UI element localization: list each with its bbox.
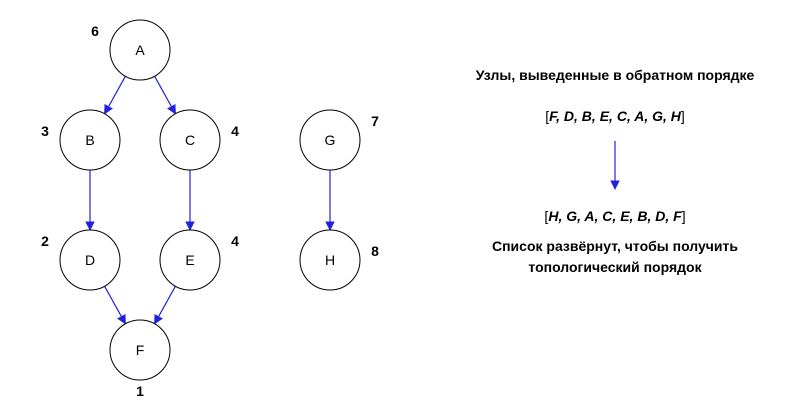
list-item: H — [548, 208, 559, 224]
list-bracket-close: ] — [681, 108, 685, 124]
list-item: G — [652, 108, 663, 124]
node-b: B3 — [41, 109, 121, 171]
node-h: H8 — [299, 229, 379, 291]
node-label: D — [85, 252, 95, 268]
list-item: C — [617, 108, 628, 124]
list-separator: , — [611, 208, 620, 224]
list-separator: , — [629, 208, 638, 224]
node-c: C4 — [159, 109, 239, 171]
node-label: E — [185, 252, 194, 268]
list-item: C — [602, 208, 613, 224]
node-order-number: 3 — [41, 123, 49, 139]
list-item: F — [673, 208, 682, 224]
edge-a-b — [104, 75, 126, 115]
node-order-number: 7 — [371, 113, 379, 129]
node-circle — [159, 109, 221, 171]
list-separator: , — [608, 108, 617, 124]
list-separator: , — [594, 208, 603, 224]
node-circle — [299, 229, 361, 291]
list-separator: , — [646, 208, 655, 224]
list-bracket-open: [ — [544, 208, 548, 224]
list-item: E — [600, 108, 610, 124]
list-item: E — [620, 208, 630, 224]
node-label: B — [85, 132, 94, 148]
node-a: A6 — [91, 19, 171, 81]
list-item: D — [655, 208, 665, 224]
list-item: A — [583, 208, 594, 224]
node-circle — [59, 109, 121, 171]
node-e: E4 — [159, 229, 239, 291]
node-circle — [159, 229, 221, 291]
list-item: D — [564, 108, 574, 124]
node-order-number: 6 — [91, 23, 99, 39]
edge-a-c — [154, 75, 176, 115]
caption-line-2: топологический порядок — [528, 259, 702, 275]
node-d: D2 — [41, 229, 121, 291]
list-separator: , — [555, 108, 564, 124]
node-order-number: 4 — [231, 123, 239, 139]
node-label: G — [325, 132, 336, 148]
list-separator: , — [576, 208, 584, 224]
node-circle — [109, 19, 171, 81]
list-separator: , — [643, 108, 652, 124]
node-circle — [59, 229, 121, 291]
node-order-number: 2 — [41, 233, 49, 249]
edge-e-f — [154, 285, 176, 325]
list-item: B — [637, 208, 647, 224]
list-separator: , — [591, 108, 600, 124]
list-separator: , — [664, 208, 673, 224]
list-separator: , — [626, 108, 634, 124]
node-order-number: 1 — [136, 383, 144, 399]
node-order-number: 8 — [371, 243, 379, 259]
list-item: G — [566, 208, 577, 224]
list-item: B — [582, 108, 592, 124]
node-label: C — [185, 132, 195, 148]
edge-d-f — [104, 285, 126, 325]
node-label: H — [325, 252, 335, 268]
node-label: A — [135, 42, 145, 58]
list-separator: , — [573, 108, 582, 124]
list-bracket-close: ] — [682, 208, 686, 224]
list-bracket-open: [ — [545, 108, 549, 124]
reverse-order-list: [F, D, B, E, C, A, G, H] — [545, 108, 685, 124]
list-item: H — [671, 108, 682, 124]
node-order-number: 4 — [231, 233, 239, 249]
node-f: F1 — [109, 319, 171, 399]
list-item: F — [549, 108, 558, 124]
list-separator: , — [662, 108, 671, 124]
panel-title: Узлы, выведенные в обратном порядке — [476, 67, 755, 83]
node-circle — [299, 109, 361, 171]
edges-layer — [85, 75, 335, 325]
node-g: G7 — [299, 109, 379, 171]
node-circle — [109, 319, 171, 381]
topological-order-list: [H, G, A, C, E, B, D, F] — [544, 208, 685, 224]
caption-line-1: Список развёрнут, чтобы получить — [492, 238, 738, 254]
list-separator: , — [557, 208, 566, 224]
list-item: A — [633, 108, 644, 124]
node-label: F — [136, 342, 145, 358]
